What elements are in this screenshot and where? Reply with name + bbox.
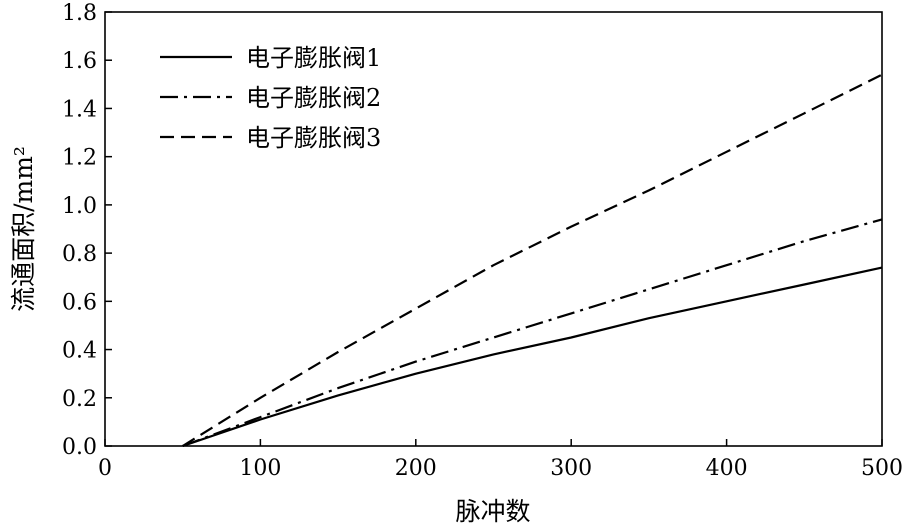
y-tick-label: 1.4 [62,97,97,122]
x-axis-title: 脉冲数 [455,497,530,526]
y-tick-label: 1.8 [62,1,97,26]
plot-frame [104,11,883,447]
series-line-2 [182,218,883,448]
y-tick-label: 0.4 [62,339,97,364]
series-line-1 [182,266,883,448]
y-tick-label: 1.0 [62,194,97,219]
y-tick-label: 0.8 [62,242,97,267]
x-tick-label: 0 [98,456,112,481]
y-tick-label: 0.6 [62,290,97,315]
x-tick-label: 100 [239,456,281,481]
x-tick-label: 400 [706,456,748,481]
x-axis-ticks: 0 100 200 300 400 500 [98,439,903,481]
legend-label-1: 电子膨胀阀1 [246,44,381,72]
y-tick-label: 0.2 [62,387,97,412]
series-lines [182,73,883,448]
y-tick-label: 0.0 [62,435,97,460]
y-axis-ticks: 0.0 0.2 0.4 0.6 0.8 1.0 1.2 1.4 1.6 1.8 [62,1,112,460]
series-line-3 [182,73,883,447]
x-tick-label: 200 [395,456,437,481]
legend-label-3: 电子膨胀阀3 [246,124,381,152]
legend: 电子膨胀阀1 电子膨胀阀2 电子膨胀阀3 [160,44,381,152]
x-tick-label: 500 [861,456,903,481]
x-tick-label: 300 [550,456,592,481]
y-tick-label: 1.2 [62,146,97,171]
y-tick-label: 1.6 [62,49,97,74]
legend-label-2: 电子膨胀阀2 [246,84,381,112]
y-axis-title: 流通面积/mm² [9,146,38,312]
